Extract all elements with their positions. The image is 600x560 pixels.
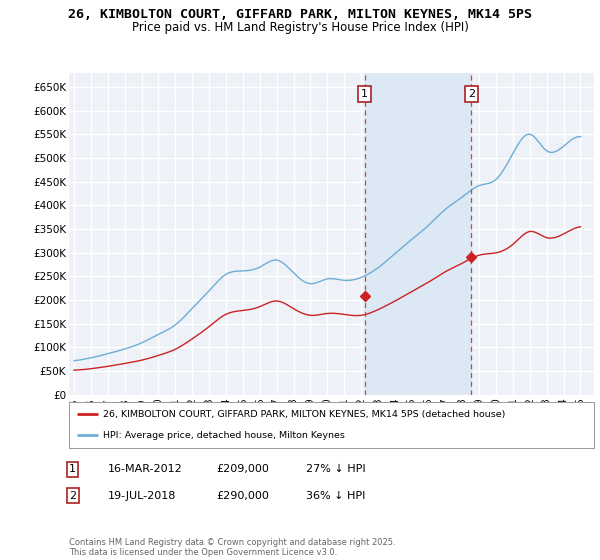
Text: 1: 1 [361,88,368,99]
Text: Price paid vs. HM Land Registry's House Price Index (HPI): Price paid vs. HM Land Registry's House … [131,21,469,34]
Text: £209,000: £209,000 [216,464,269,474]
Text: 2: 2 [468,88,475,99]
Text: 26, KIMBOLTON COURT, GIFFARD PARK, MILTON KEYNES, MK14 5PS: 26, KIMBOLTON COURT, GIFFARD PARK, MILTO… [68,8,532,21]
Text: Contains HM Land Registry data © Crown copyright and database right 2025.
This d: Contains HM Land Registry data © Crown c… [69,538,395,557]
Text: 16-MAR-2012: 16-MAR-2012 [108,464,183,474]
Text: 1: 1 [69,464,76,474]
Text: 36% ↓ HPI: 36% ↓ HPI [306,491,365,501]
Bar [365,73,472,395]
Text: 19-JUL-2018: 19-JUL-2018 [108,491,176,501]
Text: 27% ↓ HPI: 27% ↓ HPI [306,464,365,474]
Text: £290,000: £290,000 [216,491,269,501]
Text: HPI: Average price, detached house, Milton Keynes: HPI: Average price, detached house, Milt… [103,431,345,440]
Text: 26, KIMBOLTON COURT, GIFFARD PARK, MILTON KEYNES, MK14 5PS (detached house): 26, KIMBOLTON COURT, GIFFARD PARK, MILTO… [103,409,505,418]
Text: 2: 2 [69,491,76,501]
